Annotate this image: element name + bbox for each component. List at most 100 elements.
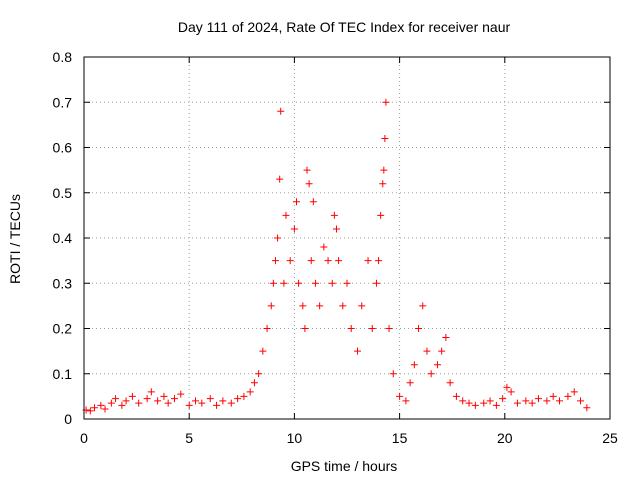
data-point — [433, 361, 441, 369]
data-point — [135, 399, 143, 407]
data-point — [570, 388, 578, 396]
data-point — [528, 399, 536, 407]
y-tick-label: 0.1 — [53, 366, 73, 382]
data-points — [82, 98, 591, 415]
data-point — [122, 397, 130, 405]
data-point — [534, 395, 542, 403]
data-point — [107, 399, 115, 407]
data-point — [295, 279, 303, 287]
y-tick-label: 0.2 — [53, 321, 73, 337]
data-point — [164, 399, 172, 407]
data-point — [427, 370, 435, 378]
data-point — [234, 395, 242, 403]
data-point — [316, 302, 324, 310]
data-point — [276, 175, 284, 183]
data-point — [269, 279, 277, 287]
data-point — [347, 325, 355, 332]
data-point — [219, 397, 227, 405]
x-axis-title: GPS time / hours — [291, 458, 398, 474]
y-tick-label: 0.4 — [53, 230, 73, 246]
data-point — [471, 401, 479, 409]
data-point — [305, 180, 313, 188]
data-point — [246, 388, 254, 396]
data-point — [385, 325, 393, 332]
data-point — [389, 370, 397, 378]
data-point — [101, 405, 109, 413]
data-point — [280, 279, 288, 287]
data-point — [309, 198, 317, 206]
y-tick-label: 0.3 — [53, 275, 73, 291]
data-point — [423, 347, 431, 355]
data-point — [198, 399, 206, 407]
data-point — [419, 302, 427, 310]
y-tick-label: 0.7 — [53, 94, 73, 110]
data-point — [358, 302, 366, 310]
data-point — [406, 379, 414, 387]
data-point — [486, 397, 494, 405]
data-point — [492, 401, 500, 409]
data-point — [549, 392, 557, 400]
chart-title: Day 111 of 2024, Rate Of TEC Index for r… — [178, 19, 511, 35]
data-point — [335, 257, 343, 265]
data-point — [143, 395, 151, 403]
data-point — [438, 347, 446, 355]
data-point — [267, 302, 275, 310]
data-point — [277, 107, 285, 115]
data-point — [556, 397, 564, 405]
y-axis-title: ROTI / TECUs — [7, 194, 23, 284]
data-point — [293, 198, 301, 206]
data-point — [402, 397, 410, 405]
data-point — [446, 379, 454, 387]
data-point — [299, 302, 307, 310]
data-point — [364, 257, 372, 265]
data-point — [185, 401, 193, 409]
data-point — [97, 401, 105, 409]
data-point — [507, 388, 515, 396]
data-point — [282, 211, 290, 219]
data-point — [339, 302, 347, 310]
data-point — [160, 392, 168, 400]
data-point — [263, 325, 271, 332]
x-tick-label: 25 — [602, 430, 618, 446]
data-point — [564, 392, 572, 400]
data-point — [274, 234, 282, 242]
data-point — [377, 211, 385, 219]
data-point — [503, 383, 511, 391]
y-tick-label: 0.5 — [53, 185, 73, 201]
data-point — [112, 395, 120, 403]
data-point — [206, 395, 214, 403]
data-point — [307, 257, 315, 265]
data-point — [375, 257, 383, 265]
x-tick-label: 20 — [497, 430, 513, 446]
data-point — [465, 399, 473, 407]
data-point — [320, 243, 328, 251]
data-point — [154, 397, 162, 405]
data-point — [128, 392, 136, 400]
data-point — [328, 279, 336, 287]
data-point — [311, 279, 319, 287]
data-point — [343, 279, 351, 287]
data-point — [499, 395, 507, 403]
data-point — [290, 225, 298, 233]
data-point — [522, 397, 530, 405]
data-point — [177, 390, 185, 398]
data-point — [442, 334, 450, 342]
data-point — [250, 379, 258, 387]
data-point — [452, 392, 460, 400]
data-point — [147, 388, 155, 396]
data-point — [192, 397, 200, 405]
x-tick-label: 15 — [392, 430, 408, 446]
data-point — [332, 225, 340, 233]
data-point — [372, 279, 380, 287]
x-tick-label: 10 — [287, 430, 303, 446]
data-point — [381, 134, 389, 142]
data-point — [303, 166, 311, 174]
y-tick-label: 0.6 — [53, 140, 73, 156]
data-point — [227, 399, 235, 407]
data-point — [380, 166, 388, 174]
data-point — [213, 401, 221, 409]
data-point — [459, 397, 467, 405]
data-point — [415, 325, 423, 332]
